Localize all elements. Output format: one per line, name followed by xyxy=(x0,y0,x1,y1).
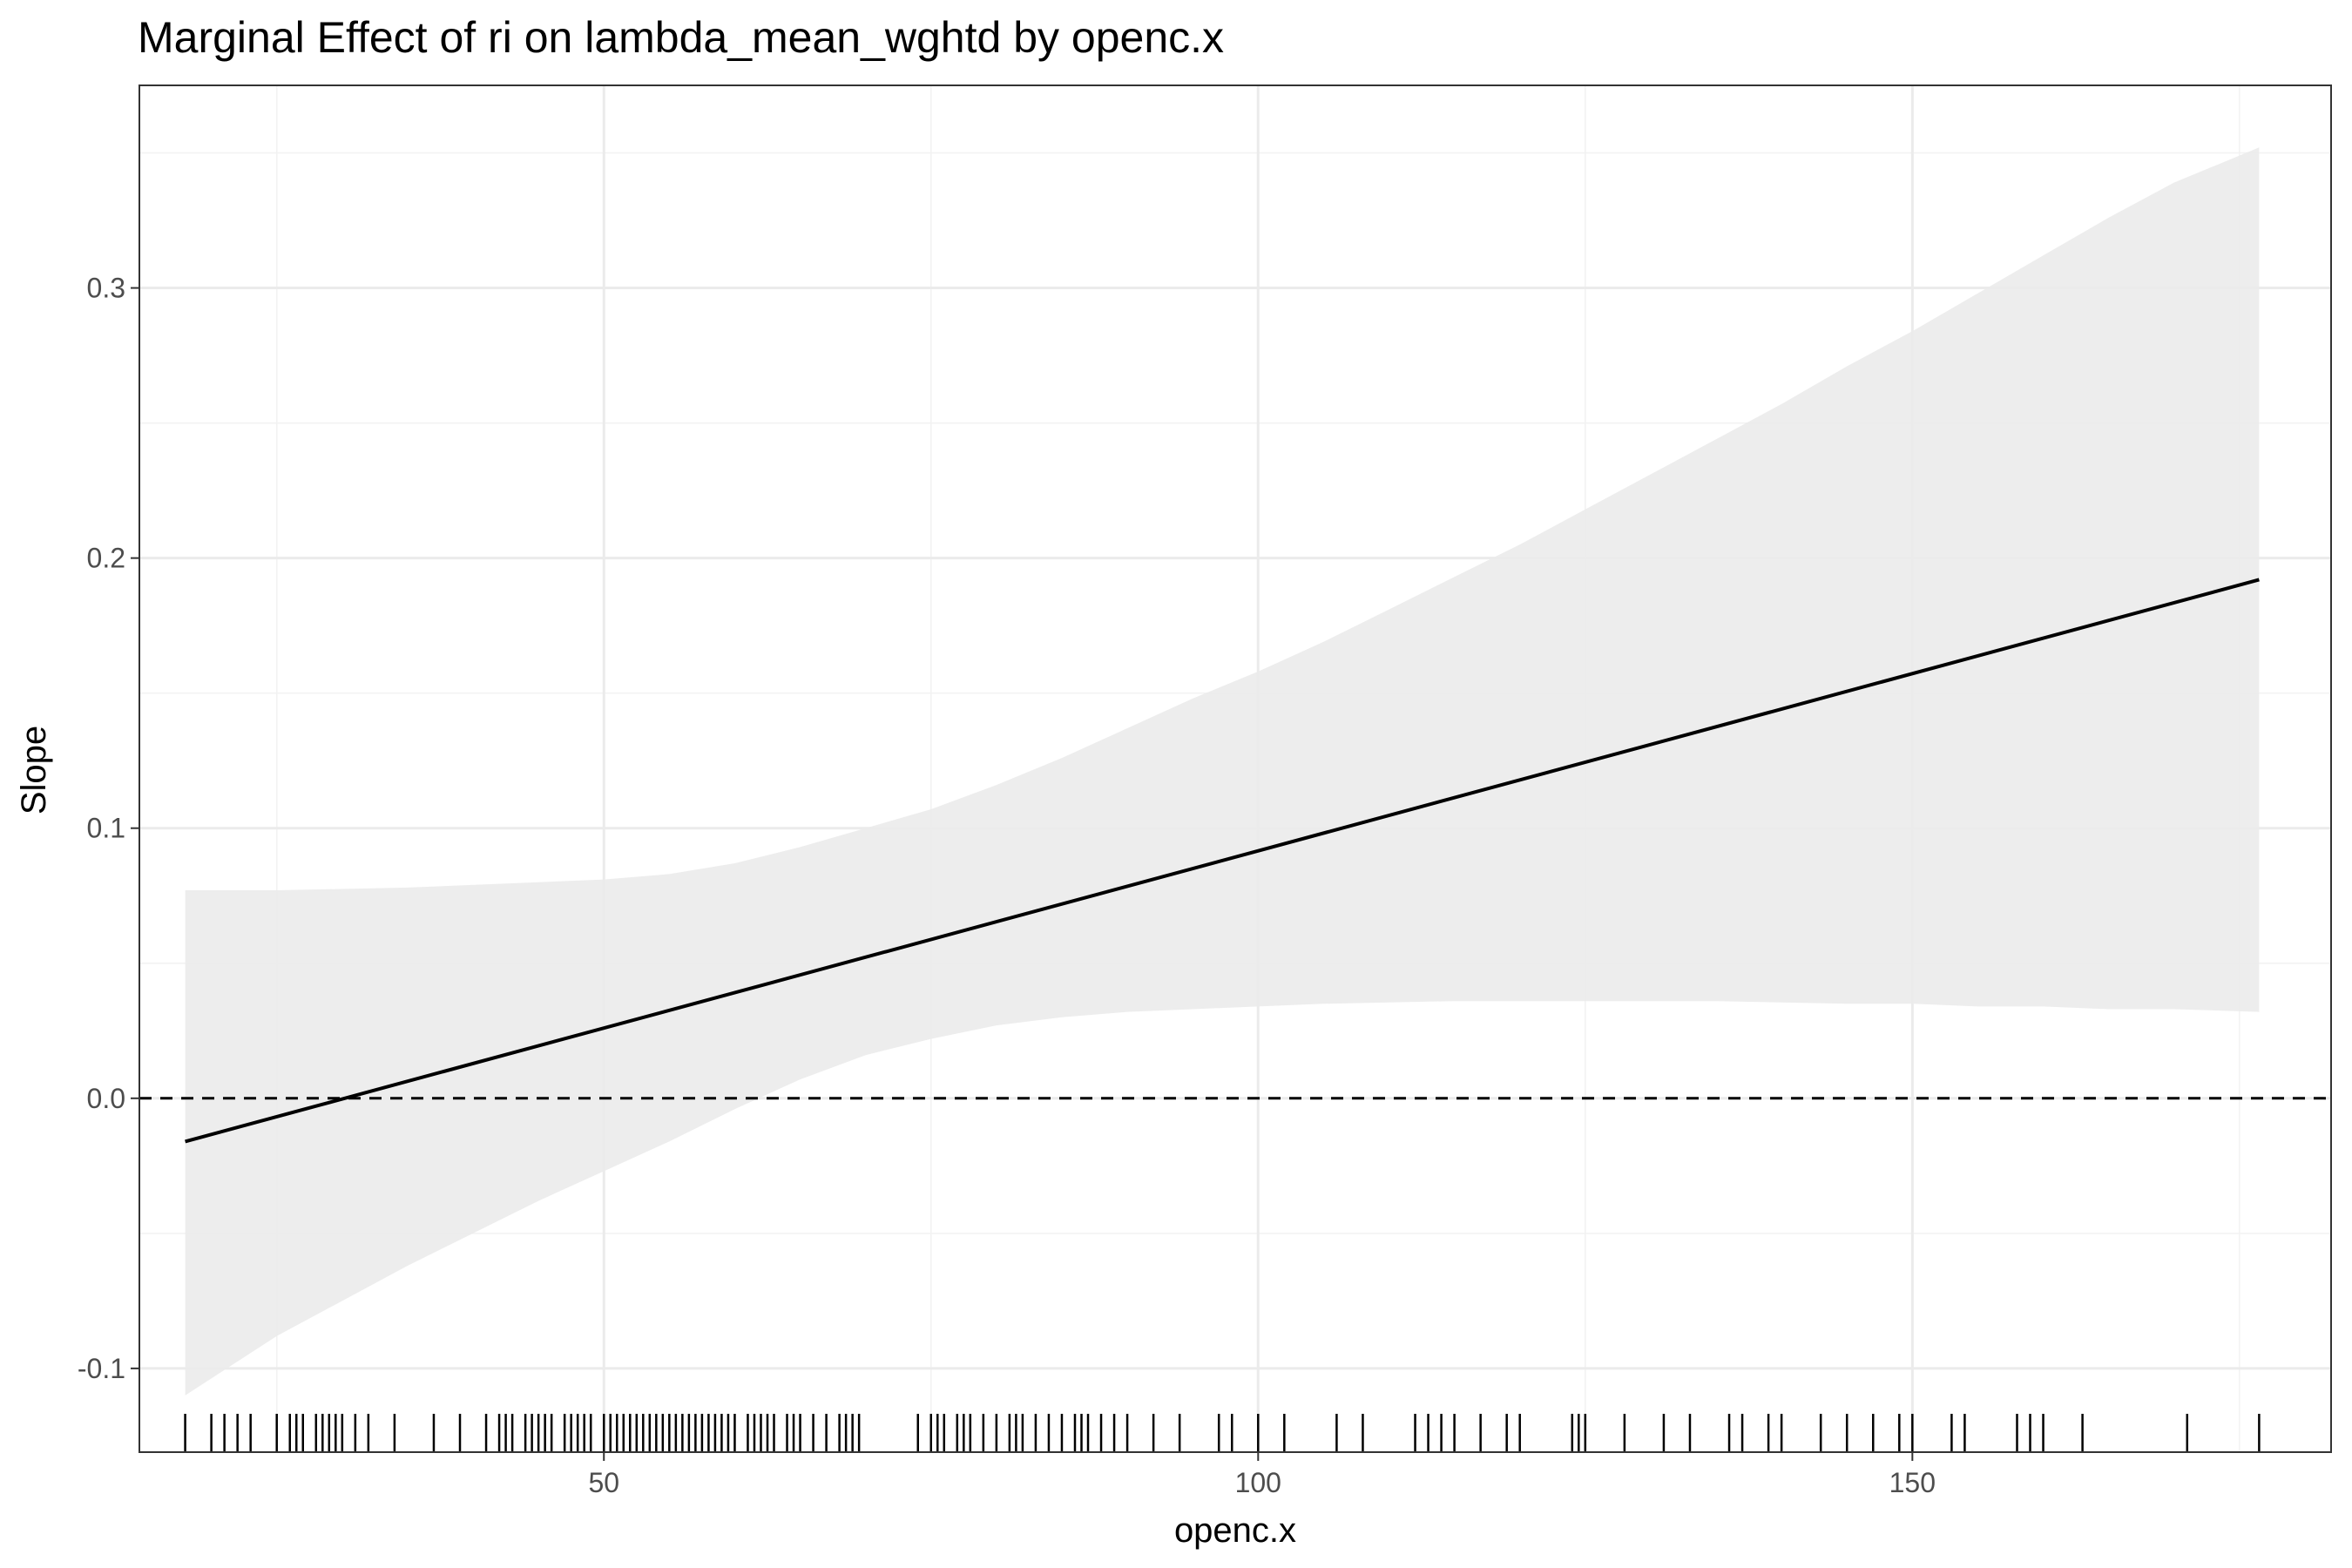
rug-marks xyxy=(184,1414,2261,1452)
y-axis-title: Slope xyxy=(15,726,53,814)
y-tick-label: 0.2 xyxy=(87,543,125,574)
y-tick-label: -0.1 xyxy=(78,1353,125,1384)
x-tick-label: 100 xyxy=(1235,1467,1281,1498)
chart-title: Marginal Effect of ri on lambda_mean_wgh… xyxy=(138,13,1224,62)
x-axis-title: openc.x xyxy=(1174,1511,1296,1550)
y-tick-label: 0.0 xyxy=(87,1083,125,1114)
x-tick-label: 50 xyxy=(588,1467,619,1498)
x-axis: 50 100 150 xyxy=(588,1452,1936,1498)
plot-area xyxy=(139,84,2332,1453)
panel-border xyxy=(139,84,2332,1453)
x-tick-label: 150 xyxy=(1889,1467,1936,1498)
y-tick-label: 0.1 xyxy=(87,813,125,844)
y-axis: -0.1 0.0 0.1 0.2 0.3 xyxy=(78,273,139,1384)
marginal-effect-line xyxy=(185,578,2260,1144)
y-tick-label: 0.3 xyxy=(87,273,125,304)
confidence-band xyxy=(185,147,2260,1396)
